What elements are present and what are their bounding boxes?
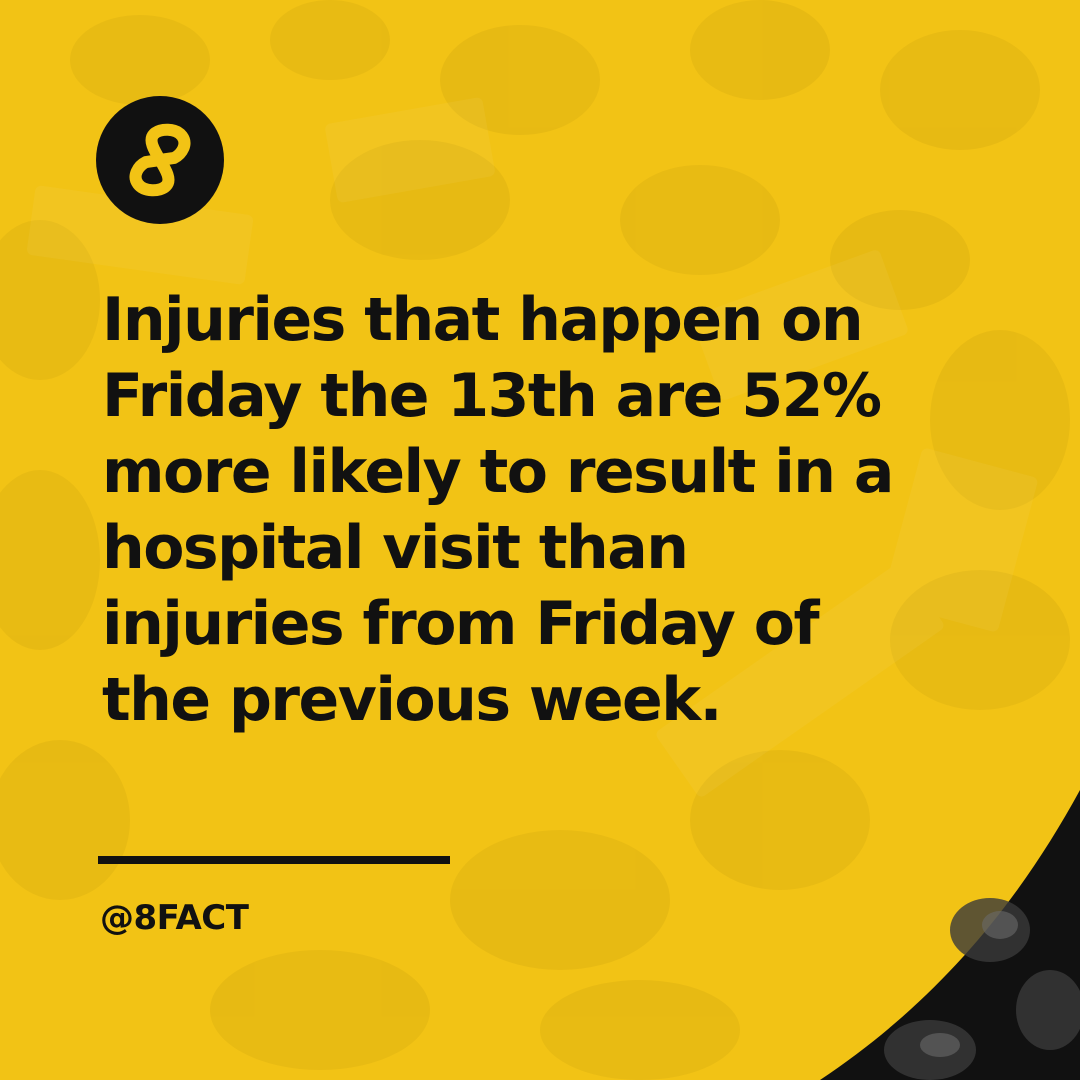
divider-rule <box>98 856 450 864</box>
brand-handle: @8FACT <box>100 898 249 938</box>
fact-line: the previous week. <box>102 665 722 735</box>
fact-line: hospital visit than <box>102 513 689 583</box>
fact-line: injuries from Friday of <box>102 589 820 659</box>
fact-headline: Injuries that happen on Friday the 13th … <box>102 282 962 738</box>
eight-infinity-icon <box>96 96 224 224</box>
fact-line: Friday the 13th are 52% <box>102 361 882 431</box>
fact-line: more likely to result in a <box>102 437 894 507</box>
fact-line: Injuries that happen on <box>102 285 864 355</box>
